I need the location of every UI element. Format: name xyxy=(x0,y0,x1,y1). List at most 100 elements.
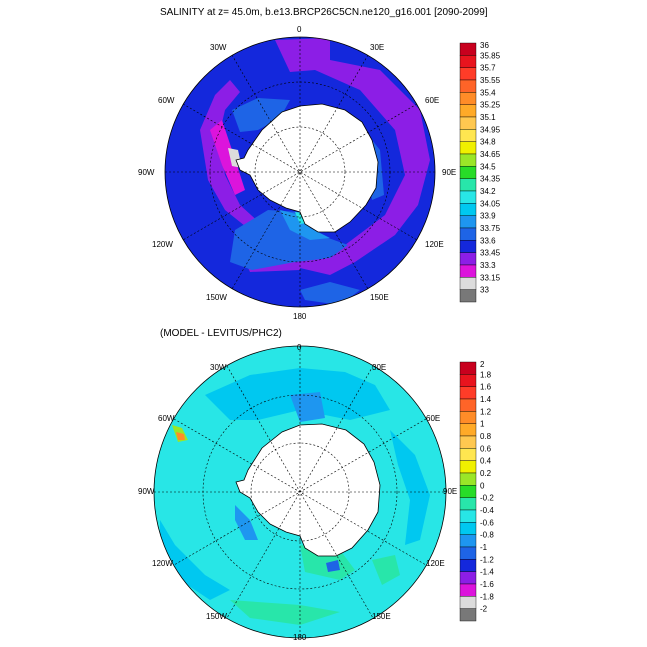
bottom-antarctica xyxy=(235,423,381,557)
top-lon-label: 90E xyxy=(442,168,456,177)
bottom-lon-label: 0 xyxy=(297,343,302,352)
bottom-lon-label: 30W xyxy=(210,363,227,372)
top-lon-label: 150E xyxy=(370,293,389,302)
colorbar-level-label: 1.8 xyxy=(480,370,492,379)
bottom-lon-label: 60W xyxy=(158,414,175,423)
bottom-mid-region xyxy=(160,520,230,600)
bottom-map: 0 30E 60E 90E 120E 150E 180 150W 120W 90… xyxy=(138,343,457,642)
colorbar-swatch xyxy=(459,485,477,498)
colorbar-swatch xyxy=(459,129,477,142)
bottom-deep-region xyxy=(235,505,258,540)
top-lon-label: 90W xyxy=(138,168,155,177)
colorbar-swatch xyxy=(459,472,477,486)
colorbar-level-label: 35.55 xyxy=(480,76,501,85)
bottom-light-region xyxy=(372,555,400,585)
colorbar-swatch xyxy=(459,435,477,449)
top-purple-belt xyxy=(275,38,430,275)
top-graticule xyxy=(165,37,435,307)
colorbar-swatch xyxy=(459,178,477,192)
colorbar-level-label: 33.15 xyxy=(480,273,501,282)
bottom-map-border xyxy=(153,345,447,639)
bottom-lon-label: 90E xyxy=(443,487,457,496)
colorbar-level-label: 0 xyxy=(480,481,485,490)
top-lon-label: 150W xyxy=(206,293,227,302)
colorbar-level-label: 35.85 xyxy=(480,51,501,60)
top-map-border xyxy=(164,36,436,308)
colorbar-swatch xyxy=(459,252,477,266)
colorbar-swatch xyxy=(459,264,477,278)
top-magenta-patch xyxy=(210,120,245,195)
colorbar-level-label: 35.4 xyxy=(480,88,496,97)
colorbar-level-label: 34.5 xyxy=(480,162,496,171)
colorbar-swatch xyxy=(459,67,477,81)
top-lon-label: 60E xyxy=(425,96,439,105)
colorbar-swatch xyxy=(459,571,477,585)
bottom-lon-label: 120W xyxy=(152,559,173,568)
colorbar-level-label: 0.2 xyxy=(480,469,492,478)
bottom-lon-label: 90W xyxy=(138,487,155,496)
colorbar-level-label: 34.8 xyxy=(480,138,496,147)
colorbar-swatch xyxy=(459,116,477,130)
bottom-light-region xyxy=(230,600,340,625)
colorbar-level-label: 34.35 xyxy=(480,175,501,184)
colorbar-level-label: -1.8 xyxy=(480,592,494,601)
colorbar-level-label: 33.45 xyxy=(480,249,501,258)
bottom-lon-label: 30E xyxy=(372,363,386,372)
colorbar-level-label: 1 xyxy=(480,420,485,429)
bottom-mid-region xyxy=(390,430,430,545)
colorbar-swatch xyxy=(459,546,477,560)
top-purple-west xyxy=(200,80,262,230)
top-light-region-weddell xyxy=(232,98,290,132)
colorbar-swatch xyxy=(459,386,477,400)
colorbar-level-label: 36 xyxy=(480,41,489,50)
top-light-region-ross xyxy=(230,210,348,270)
colorbar-swatch xyxy=(459,509,477,523)
colorbar-swatch xyxy=(459,398,477,412)
colorbar-level-label: 35.7 xyxy=(480,64,496,73)
colorbar-level-label: 33 xyxy=(480,286,489,295)
bottom-lon-label: 150E xyxy=(372,612,391,621)
colorbar-level-label: 34.05 xyxy=(480,199,501,208)
colorbar-swatch xyxy=(459,608,477,622)
colorbar-swatch xyxy=(459,227,477,241)
top-lon-label: 60W xyxy=(158,96,175,105)
bottom-panel-title: (MODEL - LEVITUS/PHC2) xyxy=(160,328,282,339)
colorbar-level-label: 33.9 xyxy=(480,212,496,221)
bottom-lon-label: 120E xyxy=(426,559,445,568)
colorbar-swatch xyxy=(459,596,477,609)
colorbar-level-label: 34.65 xyxy=(480,150,501,159)
bottom-lon-label: 180 xyxy=(293,633,307,642)
colorbar-swatch xyxy=(459,460,477,474)
colorbar-level-label: -0.8 xyxy=(480,531,494,540)
colorbar-level-label: 35.1 xyxy=(480,113,496,122)
top-lon-label: 180 xyxy=(293,312,307,321)
colorbar-swatch xyxy=(459,559,477,572)
colorbar-swatch xyxy=(459,583,477,597)
colorbar-swatch xyxy=(459,153,477,167)
colorbar-swatch xyxy=(459,203,477,216)
colorbar-swatch xyxy=(459,423,477,437)
colorbar-swatch xyxy=(459,92,477,105)
bottom-lon-label: 150W xyxy=(206,612,227,621)
colorbar-swatch xyxy=(459,361,477,375)
bottom-lon-label: 60E xyxy=(426,414,440,423)
colorbar-swatch xyxy=(459,166,477,179)
colorbar-swatch xyxy=(459,277,477,290)
colorbar-level-label: 34.2 xyxy=(480,187,496,196)
top-lon-label: 30E xyxy=(370,43,384,52)
colorbar-swatch xyxy=(459,448,477,461)
colorbar-level-label: -1.6 xyxy=(480,580,494,589)
colorbar-swatch xyxy=(459,374,477,387)
bottom-graticule xyxy=(154,346,446,638)
colorbar-swatch xyxy=(459,141,477,155)
colorbar-level-label: -0.2 xyxy=(480,494,494,503)
colorbar-swatch xyxy=(459,497,477,511)
colorbar-level-label: 35.25 xyxy=(480,101,501,110)
top-shelf-water xyxy=(280,210,330,240)
colorbar-level-label: 2 xyxy=(480,360,485,369)
colorbar-level-label: 0.4 xyxy=(480,457,492,466)
colorbar-level-label: 0.8 xyxy=(480,432,492,441)
top-panel-title: SALINITY at z= 45.0m, b.e13.BRCP26C5CN.n… xyxy=(160,7,488,18)
